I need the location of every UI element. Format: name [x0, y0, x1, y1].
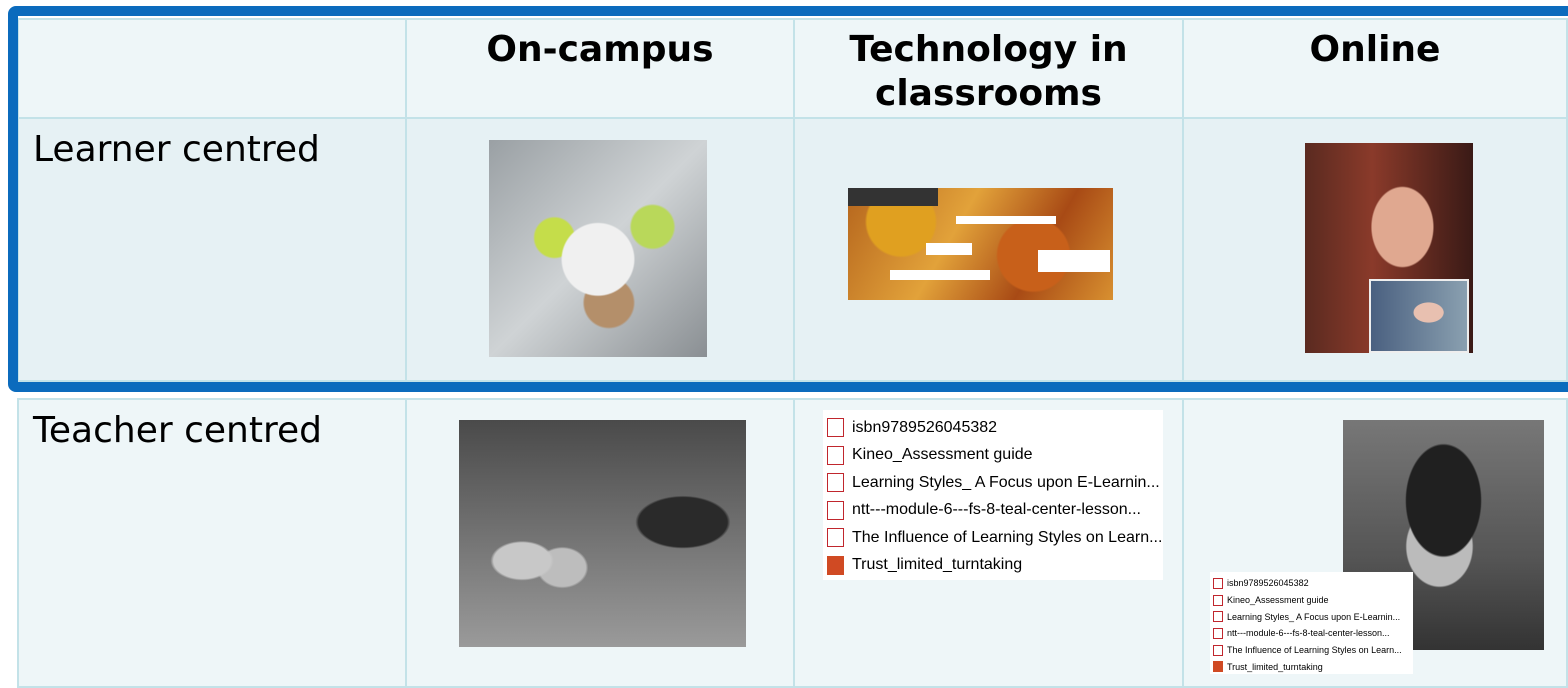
pdf-icon	[827, 473, 844, 493]
file-item: Learning Styles_ A Focus upon E-Learnin.…	[1213, 608, 1413, 625]
file-item: isbn9789526045382	[1213, 575, 1413, 592]
file-item: ntt---module-6---fs-8-teal-center-lesson…	[827, 497, 1163, 525]
ppt-icon	[827, 555, 844, 575]
photo-classroom	[459, 420, 746, 647]
pdf-icon	[1213, 611, 1223, 623]
note	[956, 216, 1056, 224]
note	[926, 243, 972, 255]
pdf-icon	[827, 528, 844, 548]
row-label: Teacher centred	[17, 398, 407, 688]
file-name: Learning Styles_ A Focus upon E-Learnin.…	[852, 473, 1160, 491]
pdf-icon	[1213, 594, 1223, 606]
file-name: isbn9789526045382	[852, 418, 998, 436]
header-cell: Online	[1182, 18, 1568, 119]
file-item: isbn9789526045382	[827, 414, 1163, 442]
file-name: Learning Styles_ A Focus upon E-Learnin.…	[1227, 611, 1401, 622]
file-name: The Influence of Learning Styles on Lear…	[852, 528, 1163, 546]
highlight-frame	[8, 6, 1568, 392]
file-item: ntt---module-6---fs-8-teal-center-lesson…	[1213, 625, 1413, 642]
file-item: Kineo_Assessment guide	[1213, 592, 1413, 609]
file-item: The Influence of Learning Styles on Lear…	[827, 524, 1163, 552]
file-list: isbn9789526045382 Kineo_Assessment guide…	[823, 410, 1163, 580]
ppt-icon	[1213, 661, 1223, 673]
file-name: Kineo_Assessment guide	[1227, 595, 1329, 606]
pdf-icon	[827, 500, 844, 520]
pdf-icon	[1213, 627, 1223, 639]
file-name: Trust_limited_turntaking	[1227, 661, 1323, 672]
file-item: Kineo_Assessment guide	[827, 442, 1163, 470]
photo-group-students	[489, 140, 707, 357]
file-list-small: isbn9789526045382 Kineo_Assessment guide…	[1210, 572, 1413, 674]
header-cell	[17, 18, 407, 119]
header-cell: On-campus	[405, 18, 795, 119]
photo-autumn-board	[848, 188, 1113, 300]
file-name: ntt---module-6---fs-8-teal-center-lesson…	[1227, 628, 1390, 639]
file-item: The Influence of Learning Styles on Lear…	[1213, 642, 1413, 659]
pdf-icon	[1213, 577, 1223, 589]
photo-video-call	[1305, 143, 1473, 353]
pdf-icon	[827, 445, 844, 465]
pdf-icon	[827, 418, 844, 438]
file-name: isbn9789526045382	[1227, 578, 1309, 589]
file-item: Trust_limited_turntaking	[1213, 658, 1413, 675]
file-name: ntt---module-6---fs-8-teal-center-lesson…	[852, 501, 1141, 519]
file-name: Kineo_Assessment guide	[852, 446, 1033, 464]
header-cell: Technology in classrooms	[793, 18, 1184, 119]
video-inset	[1369, 279, 1469, 353]
note	[1038, 250, 1110, 272]
note	[848, 188, 938, 206]
file-item: Trust_limited_turntaking	[827, 552, 1163, 580]
pdf-icon	[1213, 644, 1223, 656]
file-name: Trust_limited_turntaking	[852, 556, 1023, 574]
file-name: The Influence of Learning Styles on Lear…	[1227, 645, 1402, 656]
row-label: Learner centred	[17, 117, 407, 382]
file-item: Learning Styles_ A Focus upon E-Learnin.…	[827, 469, 1163, 497]
note	[890, 270, 990, 280]
